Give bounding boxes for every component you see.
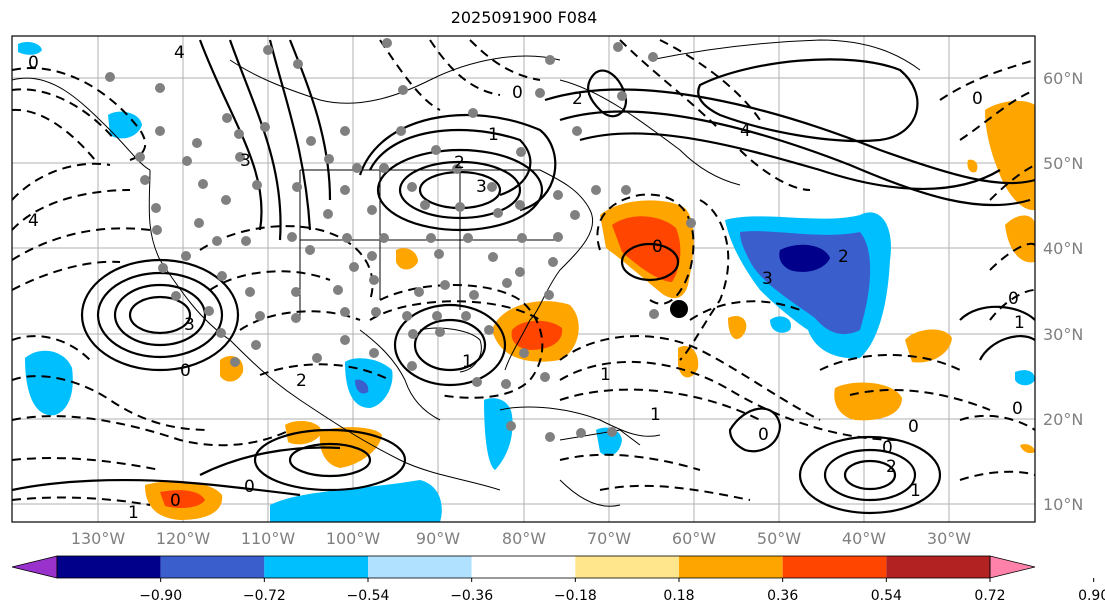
contour-label: 1	[650, 405, 661, 425]
colorbar-tick-label: 0.72	[974, 588, 1005, 604]
lat-label-20n: 20°N	[1043, 410, 1083, 429]
lon-label-90w: 90°W	[416, 529, 460, 548]
gray-dot-markers	[105, 38, 696, 442]
lon-label-80w: 80°W	[502, 529, 546, 548]
plot-title: 2025091900 F084	[450, 8, 598, 27]
contour-label: 1	[600, 365, 611, 385]
contour-label: 1	[462, 352, 473, 372]
lon-label-70w: 70°W	[587, 529, 631, 548]
contour-label: 0	[972, 89, 983, 109]
contour-label: 0	[758, 425, 769, 445]
lat-label-50n: 50°N	[1043, 154, 1083, 173]
contour-label: 3	[476, 177, 487, 197]
lat-label-40n: 40°N	[1043, 239, 1083, 258]
contour-label: 0	[244, 477, 255, 497]
colorbar-tick-label: 0.90	[1078, 588, 1105, 604]
contour-label: 3	[184, 315, 195, 335]
lat-label-10n: 10°N	[1043, 495, 1083, 514]
lat-label-60n: 60°N	[1043, 69, 1083, 88]
lon-label-110w: 110°W	[241, 529, 296, 548]
contour-label: 2	[572, 89, 583, 109]
colorbar-outline	[56, 555, 991, 579]
lon-label-60w: 60°W	[672, 529, 716, 548]
contour-label: 0	[170, 491, 181, 511]
contour-label: 1	[488, 125, 499, 145]
contour-label: 4	[28, 211, 39, 231]
contour-label: 2	[838, 247, 849, 267]
colorbar-segment	[471, 556, 576, 578]
contour-label: 4	[174, 43, 185, 63]
contour-label: 3	[240, 151, 251, 171]
latitude-axis: 60°N 50°N 40°N 30°N 20°N 10°N	[1043, 69, 1083, 514]
contour-label: 1	[1014, 313, 1025, 333]
colorbar-tick-label: −0.18	[554, 588, 597, 604]
colorbar-tick-label: 0.54	[871, 588, 902, 604]
longitude-axis: 130°W 120°W 110°W 100°W 90°W 80°W 70°W 6…	[71, 529, 971, 548]
colorbar-tick-label: −0.90	[139, 588, 182, 604]
contour-label: 1	[128, 503, 139, 523]
contour-label: 0	[180, 361, 191, 381]
lon-label-130w: 130°W	[71, 529, 126, 548]
contour-label: 0	[882, 438, 893, 458]
colorbar-segment	[57, 556, 161, 578]
dashed-contours	[12, 39, 1035, 506]
contour-label: 3	[762, 269, 773, 289]
colorbar-tick-label: −0.36	[450, 588, 493, 604]
lon-label-30w: 30°W	[927, 529, 971, 548]
colorbar-segment	[264, 556, 368, 578]
lat-label-30n: 30°N	[1043, 325, 1083, 344]
colorbar-tick-label: 0.36	[767, 588, 798, 604]
contour-label: 0	[28, 53, 39, 73]
contour-label: 4	[740, 121, 751, 141]
contour-label: 0	[908, 417, 919, 437]
contour-label: 0	[512, 83, 523, 103]
colorbar-extend-high	[989, 555, 1036, 579]
colorbar-tick-label: 0.18	[663, 588, 694, 604]
contour-label: 2	[454, 153, 465, 173]
contour-label: 2	[296, 371, 307, 391]
contour-label: 0	[1012, 399, 1023, 419]
colorbar: −0.90 −0.72 −0.54 −0.36 −0.18 0.18 0.36 0.54 0.7…	[11, 555, 1105, 604]
colorbar-segment	[782, 556, 887, 578]
contour-label: 0	[652, 237, 663, 257]
solid-contours	[12, 39, 1035, 515]
colorbar-segment	[679, 556, 783, 578]
lon-label-100w: 100°W	[326, 529, 381, 548]
contour-label: 2	[886, 457, 897, 477]
storm-center-marker	[670, 300, 688, 318]
lon-label-50w: 50°W	[757, 529, 801, 548]
colorbar-tick-label: −0.54	[347, 588, 390, 604]
contour-label: 0	[1008, 289, 1019, 309]
contour-labels: 0 0 0 0 0 0 0 0 0 0 0 0 1 1 1 1 1 1 1 2 …	[28, 43, 1025, 523]
colorbar-segment	[575, 556, 679, 578]
colorbar-tick-label: −0.72	[243, 588, 286, 604]
map-frame	[11, 35, 1036, 523]
colorbar-segment	[886, 556, 990, 578]
contour-label: 1	[910, 481, 921, 501]
colorbar-extend-low	[11, 555, 58, 579]
lon-label-40w: 40°W	[842, 529, 886, 548]
lon-label-120w: 120°W	[156, 529, 211, 548]
colorbar-segment	[368, 556, 472, 578]
colorbar-segment	[160, 556, 265, 578]
